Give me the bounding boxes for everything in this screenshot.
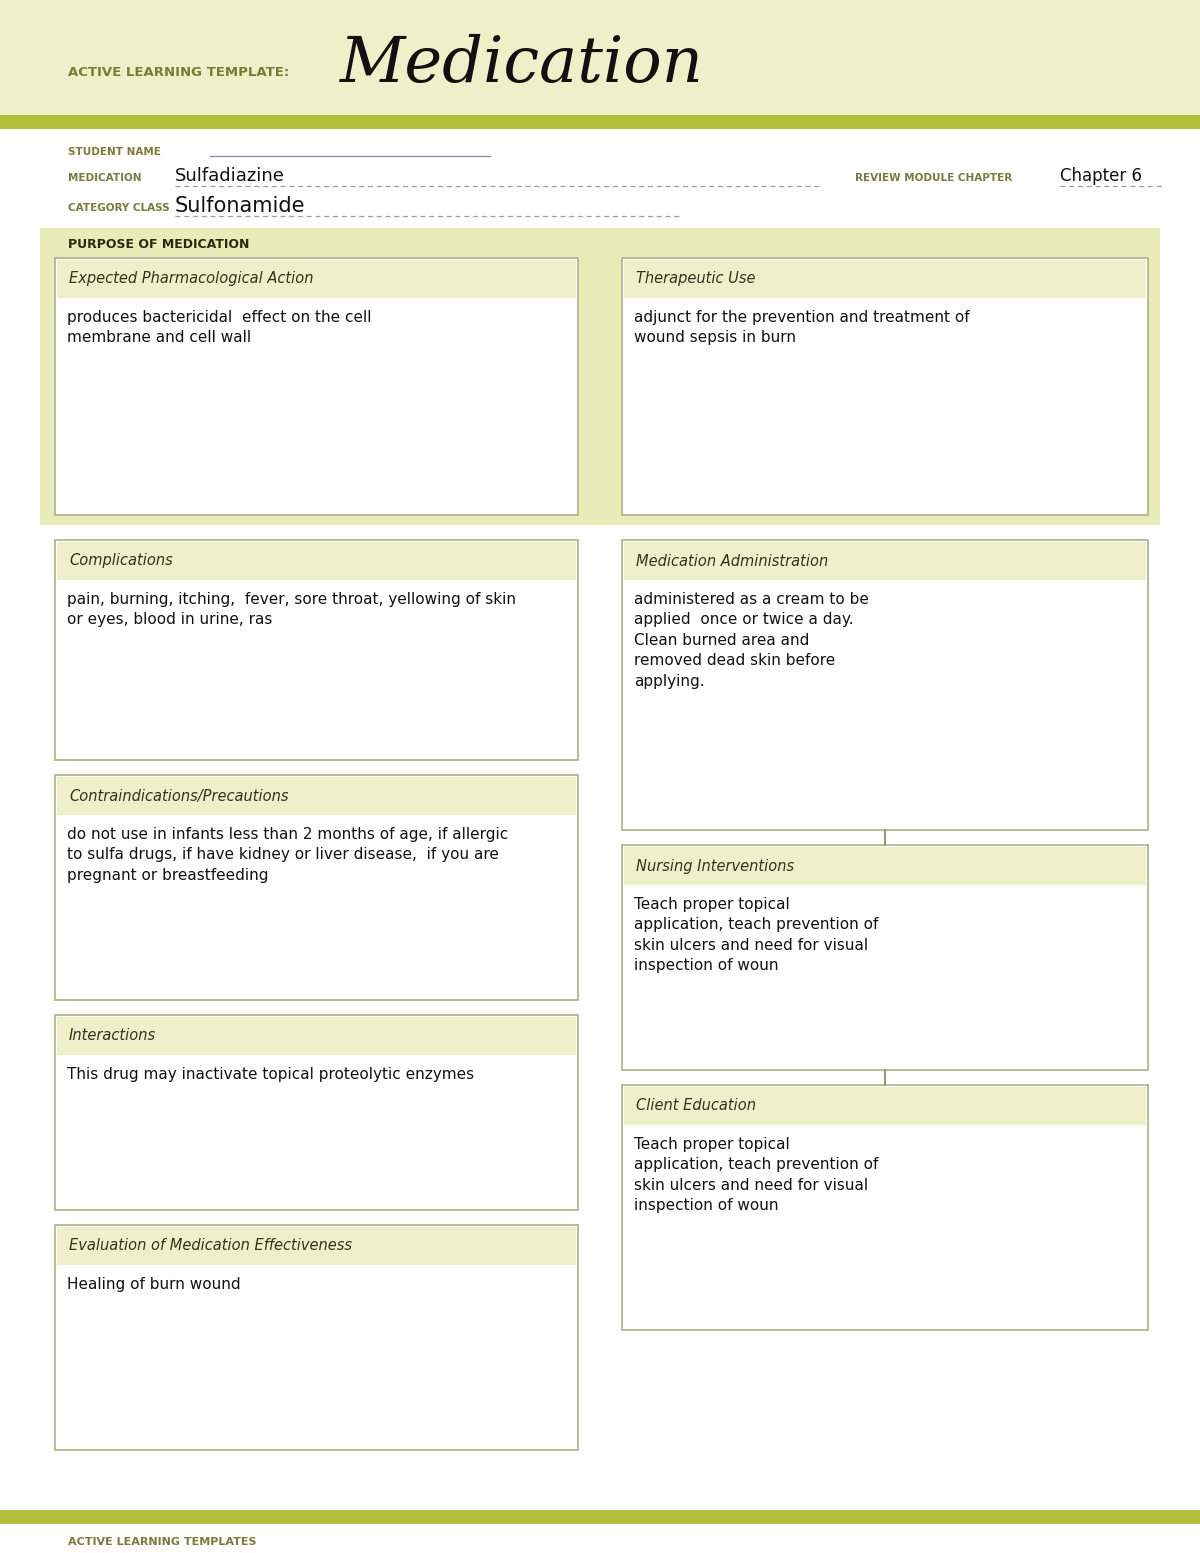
- Text: Teach proper topical
application, teach prevention of
skin ulcers and need for v: Teach proper topical application, teach …: [634, 898, 878, 974]
- Text: STUDENT NAME: STUDENT NAME: [68, 148, 161, 157]
- Text: Medication: Medication: [340, 34, 704, 96]
- Text: Complications: Complications: [70, 553, 173, 568]
- FancyBboxPatch shape: [58, 776, 576, 815]
- Text: produces bactericidal  effect on the cell
membrane and cell wall: produces bactericidal effect on the cell…: [67, 311, 372, 345]
- Text: Therapeutic Use: Therapeutic Use: [636, 272, 756, 286]
- Text: do not use in infants less than 2 months of age, if allergic
to sulfa drugs, if : do not use in infants less than 2 months…: [67, 828, 509, 882]
- FancyBboxPatch shape: [624, 846, 1146, 885]
- Text: Teach proper topical
application, teach prevention of
skin ulcers and need for v: Teach proper topical application, teach …: [634, 1137, 878, 1213]
- FancyBboxPatch shape: [55, 1225, 578, 1451]
- Text: administered as a cream to be
applied  once or twice a day.
Clean burned area an: administered as a cream to be applied on…: [634, 592, 869, 688]
- FancyBboxPatch shape: [58, 1227, 576, 1266]
- Text: Client Education: Client Education: [636, 1098, 756, 1114]
- FancyBboxPatch shape: [624, 259, 1146, 298]
- FancyBboxPatch shape: [58, 542, 576, 579]
- FancyBboxPatch shape: [622, 258, 1148, 516]
- Text: MEDICATION: MEDICATION: [68, 172, 142, 183]
- FancyBboxPatch shape: [55, 540, 578, 759]
- Text: ACTIVE LEARNING TEMPLATES: ACTIVE LEARNING TEMPLATES: [68, 1537, 257, 1547]
- Text: Chapter 6: Chapter 6: [1060, 168, 1142, 185]
- Text: Expected Pharmacological Action: Expected Pharmacological Action: [70, 272, 313, 286]
- Text: CATEGORY CLASS: CATEGORY CLASS: [68, 203, 169, 213]
- FancyBboxPatch shape: [55, 1016, 578, 1210]
- Text: Sulfonamide: Sulfonamide: [175, 196, 306, 216]
- Text: Nursing Interventions: Nursing Interventions: [636, 859, 794, 873]
- Bar: [0, 0, 1200, 115]
- Text: Evaluation of Medication Effectiveness: Evaluation of Medication Effectiveness: [70, 1238, 352, 1253]
- FancyBboxPatch shape: [55, 775, 578, 1000]
- Text: This drug may inactivate topical proteolytic enzymes: This drug may inactivate topical proteol…: [67, 1067, 474, 1082]
- Text: adjunct for the prevention and treatment of
wound sepsis in burn: adjunct for the prevention and treatment…: [634, 311, 970, 345]
- Text: Sulfadiazine: Sulfadiazine: [175, 168, 284, 185]
- Text: Contraindications/Precautions: Contraindications/Precautions: [70, 789, 288, 803]
- FancyBboxPatch shape: [622, 540, 1148, 829]
- FancyBboxPatch shape: [624, 542, 1146, 579]
- Text: PURPOSE OF MEDICATION: PURPOSE OF MEDICATION: [68, 238, 250, 250]
- Bar: [0, 1510, 1200, 1523]
- Bar: [0, 115, 1200, 129]
- Text: Interactions: Interactions: [70, 1028, 156, 1044]
- Text: Healing of burn wound: Healing of burn wound: [67, 1277, 241, 1292]
- FancyBboxPatch shape: [58, 259, 576, 298]
- Bar: [40, 228, 1160, 525]
- FancyBboxPatch shape: [622, 845, 1148, 1070]
- Text: REVIEW MODULE CHAPTER: REVIEW MODULE CHAPTER: [854, 172, 1013, 183]
- FancyBboxPatch shape: [624, 1087, 1146, 1124]
- FancyBboxPatch shape: [55, 258, 578, 516]
- Text: pain, burning, itching,  fever, sore throat, yellowing of skin
or eyes, blood in: pain, burning, itching, fever, sore thro…: [67, 592, 516, 627]
- Text: Medication Administration: Medication Administration: [636, 553, 828, 568]
- FancyBboxPatch shape: [58, 1017, 576, 1054]
- Text: ACTIVE LEARNING TEMPLATE:: ACTIVE LEARNING TEMPLATE:: [68, 65, 289, 79]
- FancyBboxPatch shape: [622, 1086, 1148, 1329]
